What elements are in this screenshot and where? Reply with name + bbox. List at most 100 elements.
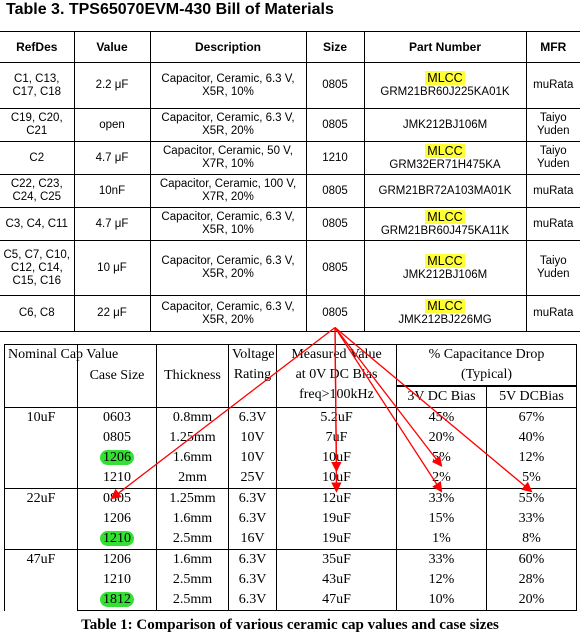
bom-cell-size: 0805 [305, 174, 365, 208]
bom-cell-part-number: JMK212BJ106M [363, 108, 527, 142]
nominal-cap-value: 22uF [4, 488, 78, 550]
case-size-highlighted: 1210 [100, 531, 134, 546]
drop-3v-cell: 33% [396, 488, 487, 509]
bom-cell-value: open [73, 108, 151, 142]
case-size-highlighted: 1812 [100, 592, 134, 607]
bom-cell-size: 1210 [305, 141, 365, 175]
comparison-row: 0805 1.25mm 10V 7uF 20% 40% [5, 428, 577, 448]
comparison-row: 1812 2.5mm 6.3V 47uF 10% 20% [5, 590, 577, 611]
comparison-row: 47uF 1206 1.6mm 6.3V 35uF 33% 60% [4, 549, 577, 611]
header-measured-line2: at 0V DC Bias [295, 367, 378, 382]
bom-cell-value: 22 μF [73, 295, 151, 332]
drop-3v-cell: 10% [396, 590, 487, 611]
drop-5v-cell: 67% [486, 407, 577, 428]
thickness-cell: 1.25mm [156, 428, 229, 448]
bom-cell-description: Capacitor, Ceramic, 6.3 V, X5R, 20% [149, 295, 307, 332]
comparison-table: Nominal Cap Value Case Size Thickness Vo… [4, 344, 577, 611]
bom-row: C5, C7, C10, C12, C14, C15, C16 10 μF Capa… [0, 240, 580, 296]
drop-3v-cell: 20% [396, 428, 487, 448]
bom-row: C19, C20, C21 open Capacitor, Ceramic, 6.3… [0, 108, 580, 142]
measured-cell: 19uF [276, 509, 397, 529]
measured-cell: 47uF [276, 590, 397, 611]
header-3v-bias: 3V DC Bias [396, 386, 487, 408]
case-size-text: 1206 [103, 511, 131, 526]
drop-3v-cell: 2% [396, 468, 487, 489]
nominal-cap-value: 10uF [4, 407, 78, 489]
mlcc-highlight-tag: MLCC [425, 143, 465, 158]
bom-cell-value: 10nF [73, 174, 151, 208]
measured-cell: 35uF [276, 549, 397, 570]
bom-header-refdes: RefDes [0, 31, 75, 63]
drop-3v-cell: 33% [396, 549, 487, 570]
drop-3v-cell: 12% [396, 570, 487, 590]
bom-row: C1, C13, C17, C18 2.2 μF Capacitor, Cerami… [0, 62, 580, 109]
bom-cell-part-number: MLCC JMK212BJ106M [363, 240, 527, 296]
measured-cell: 10uF [276, 468, 397, 489]
case-size-cell: 1210 [77, 570, 157, 590]
nominal-cap-value: 47uF [4, 549, 78, 611]
bom-cell-part-number: GRM21BR72A103MA01K [363, 174, 527, 208]
comparison-row: 1206 1.6mm 10V 10uF 5% 12% [5, 448, 577, 468]
voltage-cell: 6.3V [228, 549, 277, 570]
part-number-text: GRM32ER71H475KA [389, 158, 501, 171]
header-voltage-rating: Voltage Rating [228, 344, 277, 408]
case-size-cell: 0805 [77, 488, 157, 509]
header-capacitance-drop: % Capacitance Drop (Typical) [396, 344, 577, 387]
thickness-cell: 1.6mm [156, 549, 229, 570]
bom-cell-refdes: C6, C8 [0, 295, 75, 332]
comparison-row: 22uF 0805 1.25mm 6.3V 12uF 33% 55% [4, 488, 577, 550]
case-size-cell: 0603 [77, 407, 157, 428]
voltage-cell: 6.3V [228, 407, 277, 428]
bom-header-value: Value [73, 31, 151, 63]
bom-cell-mfr: Taiyo Yuden [525, 108, 580, 142]
case-size-highlighted: 1206 [100, 450, 134, 465]
bom-cell-size: 0805 [305, 295, 365, 332]
drop-5v-cell: 55% [486, 488, 577, 509]
bom-table-container: RefDes Value Description Size Part Numbe… [0, 31, 580, 332]
bom-header-part-number: Part Number [363, 31, 527, 63]
bom-body: C1, C13, C17, C18 2.2 μF Capacitor, Cerami… [0, 62, 580, 332]
thickness-cell: 2.5mm [156, 529, 229, 550]
case-size-text: 0603 [103, 410, 131, 425]
measured-cell: 7uF [276, 428, 397, 448]
drop-5v-cell: 60% [486, 549, 577, 570]
bom-row: C3, C4, C11 4.7 μF Capacitor, Ceramic, 6.3… [0, 207, 580, 241]
bom-cell-size: 0805 [305, 62, 365, 109]
header-nominal: Nominal Cap Value [4, 344, 118, 408]
comparison-row: 1210 2.5mm 16V 19uF 1% 8% [5, 529, 577, 550]
voltage-cell: 25V [228, 468, 277, 489]
measured-cell: 5.2uF [276, 407, 397, 428]
case-size-cell: 1812 [77, 590, 157, 611]
bom-cell-value: 10 μF [73, 240, 151, 296]
comparison-row: 10uF 0603 0.8mm 6.3V 5.2uF 45% 67% [4, 407, 577, 489]
drop-5v-cell: 8% [486, 529, 577, 550]
comparison-caption: Table 1: Comparison of various ceramic c… [81, 617, 499, 633]
case-size-text: 0805 [103, 491, 131, 506]
bom-cell-value: 4.7 μF [73, 141, 151, 175]
thickness-cell: 2.5mm [156, 570, 229, 590]
bom-cell-refdes: C22, C23, C24, C25 [0, 174, 75, 208]
bom-header-mfr: MFR [525, 31, 580, 63]
thickness-cell: 1.6mm [156, 448, 229, 468]
case-size-text: 0805 [103, 430, 131, 445]
bom-cell-refdes: C1, C13, C17, C18 [0, 62, 75, 109]
voltage-cell: 6.3V [228, 570, 277, 590]
case-size-cell: 1206 [77, 448, 157, 468]
comparison-row: 1206 1.6mm 6.3V 19uF 15% 33% [5, 509, 577, 529]
thickness-cell: 1.6mm [156, 509, 229, 529]
bom-cell-refdes: C2 [0, 141, 75, 175]
bom-cell-mfr: muRata [525, 295, 580, 332]
bom-row: C22, C23, C24, C25 10nF Capacitor, Ceramic… [0, 174, 580, 208]
drop-3v-cell: 15% [396, 509, 487, 529]
mlcc-highlight-tag: MLCC [425, 71, 465, 85]
thickness-cell: 2.5mm [156, 590, 229, 611]
bom-cell-mfr: Taiyo Yuden [525, 141, 580, 175]
case-size-cell: 1210 [77, 468, 157, 489]
bom-cell-refdes: C19, C20, C21 [0, 108, 75, 142]
part-number-text: JMK212BJ106M [402, 118, 488, 131]
thickness-cell: 1.25mm [156, 488, 229, 509]
bom-cell-size: 0805 [305, 207, 365, 241]
comparison-table-container: Nominal Cap Value Case Size Thickness Vo… [4, 344, 577, 611]
bom-cell-description: Capacitor, Ceramic, 6.3 V, X5R, 20% [149, 240, 307, 296]
measured-cell: 12uF [276, 488, 397, 509]
